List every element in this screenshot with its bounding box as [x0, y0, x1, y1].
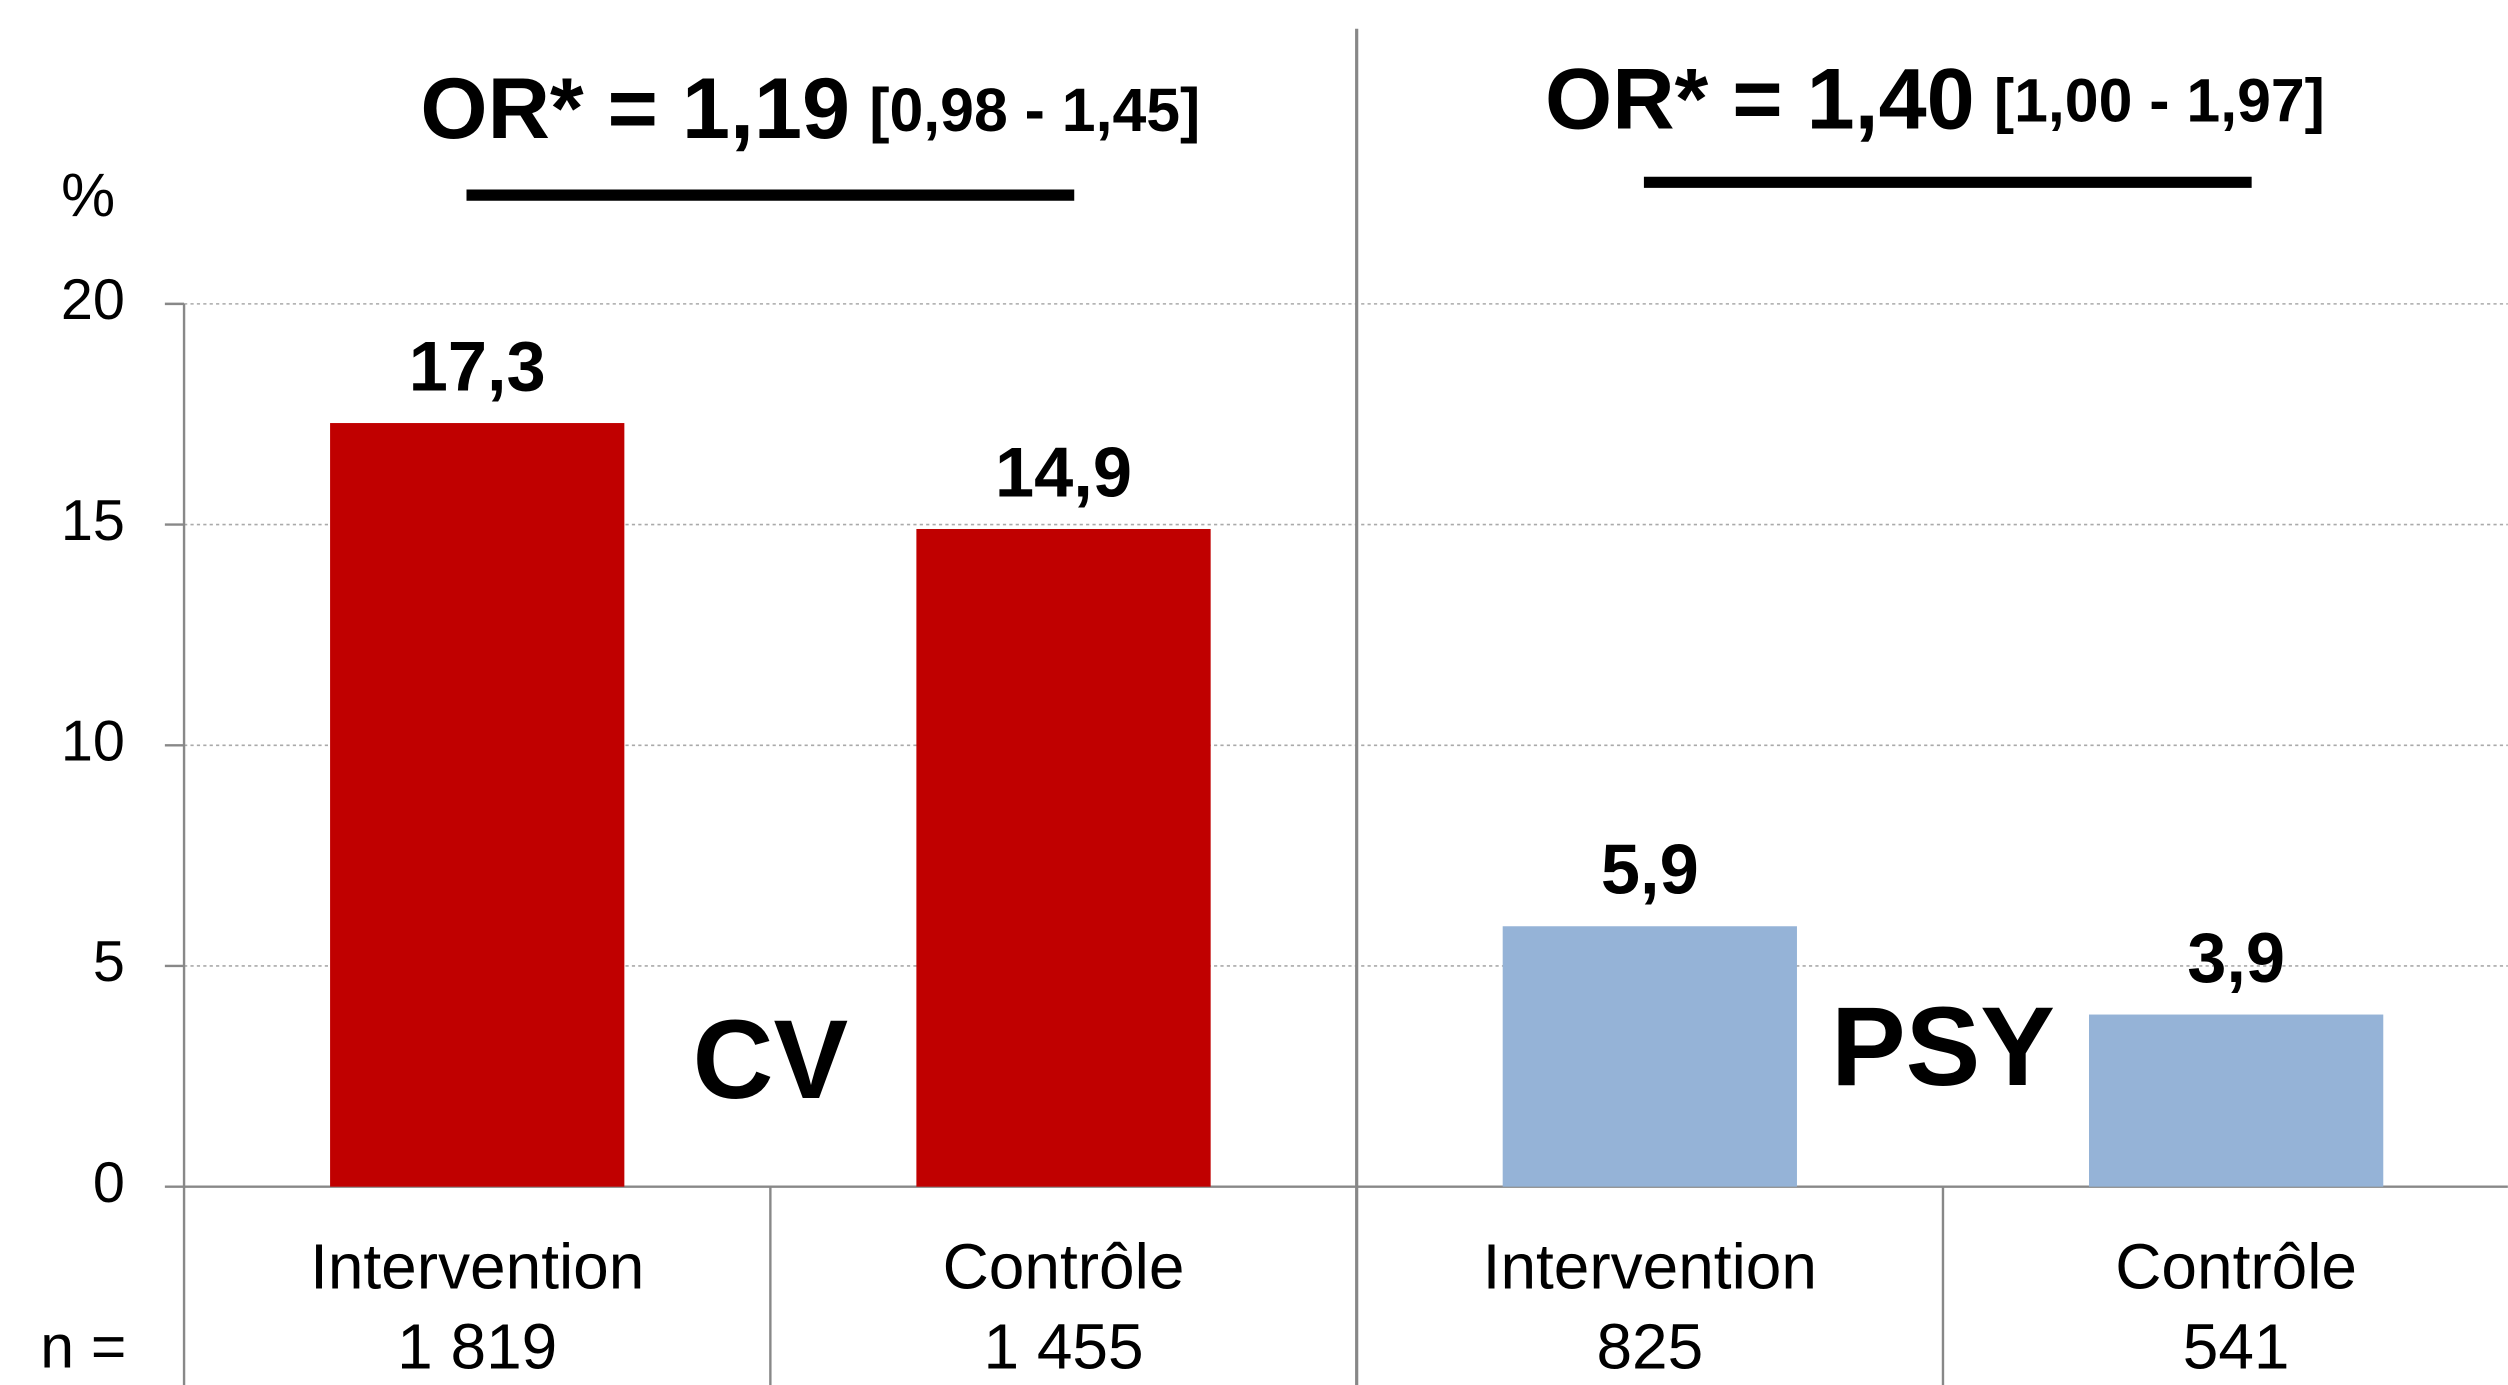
odds-ratio-value: OR* = 1,40 — [1545, 51, 1975, 147]
group-label: PSY — [1831, 984, 2055, 1109]
x-tick-label: Contrôle — [2115, 1230, 2357, 1302]
data-label: 17,3 — [409, 326, 546, 405]
data-label: 5,9 — [1601, 830, 1699, 909]
bar — [330, 423, 625, 1187]
group-label: CV — [693, 997, 849, 1122]
confidence-interval: [0,98 - 1,45] — [869, 76, 1200, 144]
odds-ratio-value: OR* = 1,19 — [420, 61, 850, 157]
y-tick-label: 5 — [93, 930, 125, 994]
y-tick-label: 10 — [61, 709, 125, 773]
odds-ratio: OR* = 1,19 [0,98 - 1,45] — [420, 61, 1200, 157]
sample-size-label: 825 — [1596, 1310, 1703, 1382]
sample-size-label: 541 — [2183, 1310, 2290, 1382]
n-prefix: n = — [40, 1312, 126, 1380]
y-tick-label: 15 — [61, 489, 125, 553]
y-tick-label: 20 — [61, 268, 125, 332]
confidence-interval: [1,00 - 1,97] — [1994, 67, 2325, 135]
sample-size-label: 1 455 — [983, 1310, 1143, 1382]
bar — [916, 528, 1211, 1187]
odds-ratio: OR* = 1,40 [1,00 - 1,97] — [1545, 51, 2325, 147]
bar — [2088, 1014, 2384, 1187]
data-label: 3,9 — [2187, 918, 2285, 997]
y-tick-label: 0 — [93, 1151, 125, 1215]
x-tick-label: Intervention — [310, 1230, 644, 1302]
x-tick-label: Intervention — [1483, 1230, 1817, 1302]
sample-size-label: 1 819 — [397, 1310, 557, 1382]
x-tick-label: Contrôle — [943, 1230, 1185, 1302]
y-axis-label: % — [61, 161, 115, 229]
data-label: 14,9 — [995, 432, 1132, 511]
bar — [1502, 926, 1797, 1187]
